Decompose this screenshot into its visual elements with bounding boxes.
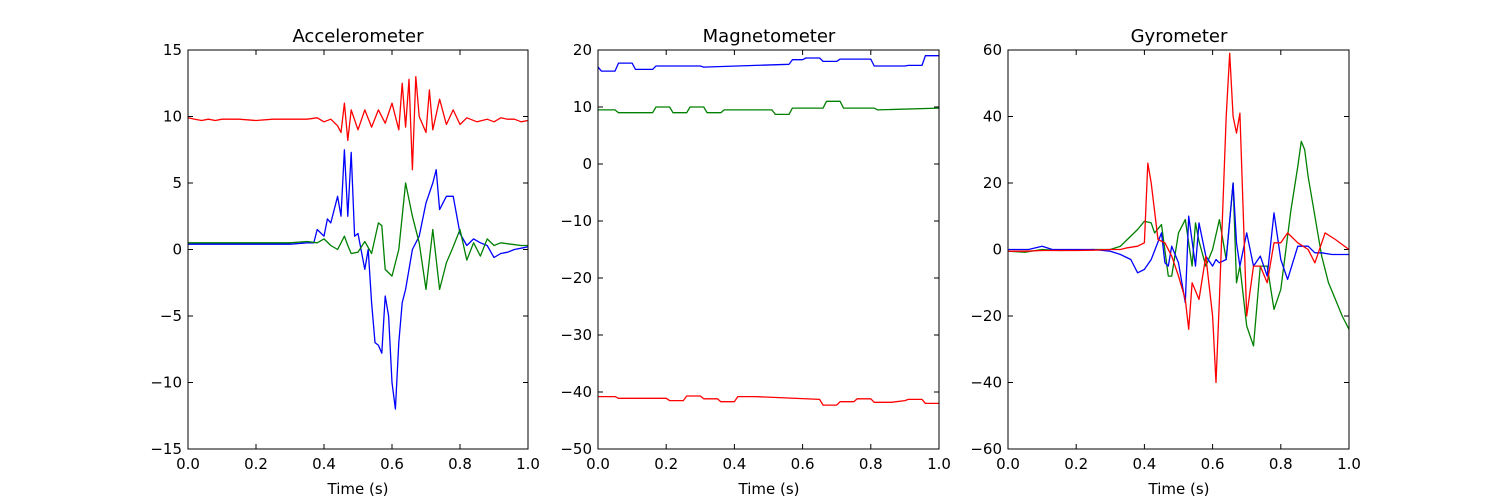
series-line-1 bbox=[188, 149, 529, 410]
y-tick-label: 0 bbox=[992, 241, 1002, 259]
y-tick-label: −40 bbox=[970, 374, 1002, 392]
x-tick-label: 1.0 bbox=[516, 455, 540, 473]
x-tick-label: 0.0 bbox=[176, 455, 200, 473]
magnetometer-chart: Magnetometer Time (s) 0.0 0.2 0.4 0.6 0.8 1.0… bbox=[560, 26, 951, 498]
x-axis-label: Time (s) bbox=[738, 480, 800, 498]
axes-frame bbox=[597, 49, 940, 450]
plot-lines bbox=[1007, 52, 1350, 384]
axes-frame bbox=[187, 49, 529, 450]
y-tick-label: 10 bbox=[163, 108, 182, 126]
y-tick-label: −40 bbox=[560, 383, 592, 401]
x-axis-label: Time (s) bbox=[327, 480, 389, 498]
y-tick-label: 40 bbox=[983, 108, 1002, 126]
x-tick-label: 0.8 bbox=[448, 455, 472, 473]
y-tick-label: 0 bbox=[582, 155, 592, 173]
series-line-0 bbox=[187, 75, 529, 171]
series-line-2 bbox=[1008, 52, 1350, 384]
x-tick-label: 1.0 bbox=[1337, 455, 1361, 473]
y-tick-label: 60 bbox=[983, 41, 1002, 59]
x-tick-label: 0.0 bbox=[996, 455, 1020, 473]
x-tick-label: 0.8 bbox=[859, 455, 883, 473]
y-tick-label: 0 bbox=[172, 241, 182, 259]
y-tick-label: 15 bbox=[163, 41, 182, 59]
x-tick-label: 0.6 bbox=[380, 455, 404, 473]
x-tick-label: 0.4 bbox=[312, 455, 336, 473]
series-line-2 bbox=[598, 395, 939, 406]
x-tick-label: 0.2 bbox=[244, 455, 268, 473]
plot-lines bbox=[597, 55, 940, 406]
accelerometer-chart: Accelerometer Time (s) 0.0 0.2 0.4 0.6 0.8 1.… bbox=[150, 26, 540, 498]
gyrometer-chart: Gyrometer Time (s) 0.0 0.2 0.4 0.6 0.8 1.0 60 4… bbox=[970, 26, 1361, 498]
x-tick-label: 0.4 bbox=[1132, 455, 1156, 473]
x-tick-label: 0.0 bbox=[586, 455, 610, 473]
y-tick-label: −20 bbox=[560, 269, 592, 287]
x-tick-label: 1.0 bbox=[927, 455, 951, 473]
x-tick-label: 0.8 bbox=[1269, 455, 1293, 473]
x-tick-label: 0.2 bbox=[654, 455, 678, 473]
series-line-0 bbox=[1007, 140, 1350, 347]
y-tick-label: 20 bbox=[983, 174, 1002, 192]
y-tick-label: 5 bbox=[172, 174, 182, 192]
y-tick-label: −50 bbox=[560, 440, 592, 458]
chart-title: Magnetometer bbox=[703, 26, 836, 47]
y-tick-label: −15 bbox=[150, 440, 182, 458]
plot-lines bbox=[187, 75, 529, 410]
series-line-1 bbox=[1008, 182, 1349, 304]
chart-title: Gyrometer bbox=[1131, 26, 1228, 47]
y-tick-label: 10 bbox=[573, 98, 592, 116]
y-tick-label: −20 bbox=[970, 307, 1002, 325]
y-tick-label: −10 bbox=[560, 212, 592, 230]
series-line-1 bbox=[598, 100, 940, 116]
series-line-0 bbox=[597, 55, 939, 72]
x-tick-label: 0.6 bbox=[791, 455, 815, 473]
chart-title: Accelerometer bbox=[292, 26, 424, 47]
y-tick-label: −30 bbox=[560, 326, 592, 344]
y-tick-label: 20 bbox=[573, 41, 592, 59]
axis-ticks: 0.0 0.2 0.4 0.6 0.8 1.0 15 10 5 0 −5 −10 −15 bbox=[150, 41, 540, 473]
axes-frame bbox=[1007, 49, 1350, 450]
x-axis-label: Time (s) bbox=[1148, 480, 1210, 498]
axis-ticks: 0.0 0.2 0.4 0.6 0.8 1.0 20 10 0 −10 −20 −30 −40 −50 bbox=[560, 41, 951, 473]
y-tick-label: −60 bbox=[970, 440, 1002, 458]
y-tick-label: −10 bbox=[150, 374, 182, 392]
x-tick-label: 0.4 bbox=[722, 455, 746, 473]
x-tick-label: 0.2 bbox=[1064, 455, 1088, 473]
x-tick-label: 0.6 bbox=[1201, 455, 1225, 473]
y-tick-label: −5 bbox=[160, 307, 182, 325]
axis-ticks: 0.0 0.2 0.4 0.6 0.8 1.0 60 40 20 0 −20 −40 −60 bbox=[970, 41, 1361, 473]
series-line-2 bbox=[188, 182, 528, 291]
